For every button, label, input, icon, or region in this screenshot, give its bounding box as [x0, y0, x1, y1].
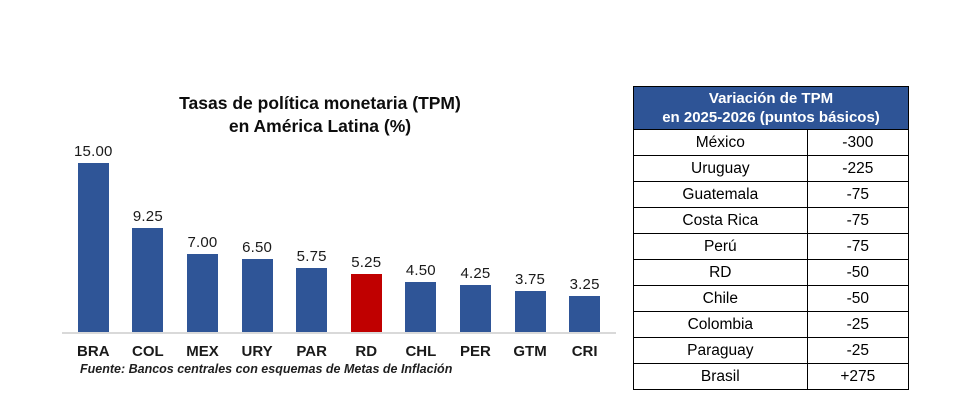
chart-title: Tasas de política monetaria (TPM) en Amé… [40, 92, 600, 138]
bar-mex [186, 253, 218, 333]
table-row: RD -50 [633, 259, 910, 286]
table-row: Guatemala -75 [633, 181, 910, 208]
bar-gtm [514, 290, 546, 333]
category-label-gtm: GTM [513, 343, 547, 360]
table-row: México -300 [633, 129, 910, 156]
bar-value-label: 6.50 [242, 239, 273, 257]
table-header-row: Variación de TPM en 2025-2026 (puntos bá… [633, 86, 909, 130]
bar-value-label: 3.75 [515, 270, 546, 288]
bar-value-label: 9.25 [132, 208, 163, 226]
country-cell: Perú [633, 233, 808, 260]
country-cell: RD [633, 259, 808, 286]
bar-column-bra: 15.00 [66, 138, 121, 333]
x-axis-line [62, 332, 616, 334]
value-cell: -25 [806, 311, 910, 338]
value-cell: -225 [806, 155, 910, 182]
bar-column-per: 4.25 [448, 138, 503, 333]
value-cell: -75 [806, 233, 910, 260]
bar-column-col: 9.25 [121, 138, 176, 333]
bar-column-par: 5.75 [284, 138, 339, 333]
bar-ury [241, 259, 273, 333]
value-cell: -50 [806, 285, 910, 312]
table-row: Colombia -25 [633, 311, 910, 338]
variation-table: Variación de TPM en 2025-2026 (puntos bá… [633, 86, 910, 390]
bar-column-rd: 5.25 [339, 138, 394, 333]
country-cell: Costa Rica [633, 207, 808, 234]
table-row: Brasil +275 [633, 363, 910, 390]
bar-per [459, 284, 491, 333]
country-cell: México [633, 129, 808, 156]
category-label-chl: CHL [405, 343, 437, 360]
bar-value-label: 5.75 [296, 247, 327, 265]
value-cell: -75 [806, 181, 910, 208]
country-cell: Guatemala [633, 181, 808, 208]
bar-column-ury: 6.50 [230, 138, 285, 333]
country-cell: Brasil [633, 363, 808, 390]
table-row: Costa Rica -75 [633, 207, 910, 234]
bar-value-label: 7.00 [187, 233, 218, 251]
category-label-cri: CRI [571, 343, 598, 360]
bar-column-gtm: 3.75 [503, 138, 558, 333]
category-label-mex: MEX [186, 343, 219, 360]
table-header-line1: Variación de TPM [708, 89, 834, 107]
bar-rd [350, 273, 382, 333]
variation-table-body: México -300 Uruguay -225 Guatemala -75 Costa R… [633, 129, 910, 390]
table-row: Uruguay -225 [633, 155, 910, 182]
category-row: BRA COL MEX URY PAR RD CHL PER GTM CRI [66, 343, 612, 360]
category-label-col: COL [132, 343, 164, 360]
bar-par [296, 267, 328, 333]
category-label-rd: RD [355, 343, 378, 360]
table-header-line2: en 2025-2026 (puntos básicos) [662, 109, 880, 126]
country-cell: Colombia [633, 311, 808, 338]
table-row: Paraguay -25 [633, 337, 910, 364]
chart-title-line2: en América Latina (%) [228, 116, 412, 137]
chart-plot: 15.00 9.25 7.00 6.50 5.75 5.25 4.50 4.25 3.75 3.2… [66, 138, 612, 333]
value-cell: +275 [806, 363, 910, 390]
table-row: Chile -50 [633, 285, 910, 312]
bar-column-cri: 3.25 [557, 138, 612, 333]
bar-column-chl: 4.50 [394, 138, 449, 333]
bar-col [132, 228, 164, 333]
value-cell: -50 [806, 259, 910, 286]
country-cell: Paraguay [633, 337, 808, 364]
chart-title-line1: Tasas de política monetaria (TPM) [179, 93, 461, 113]
country-cell: Uruguay [633, 155, 808, 182]
source-note: Fuente: Bancos centrales con esquemas de… [80, 362, 453, 376]
bar-value-label: 4.50 [405, 262, 436, 280]
table-row: Perú -75 [633, 233, 910, 260]
value-cell: -75 [806, 207, 910, 234]
bar-column-mex: 7.00 [175, 138, 230, 333]
bar-chl [405, 282, 437, 333]
value-cell: -300 [806, 129, 910, 156]
category-label-ury: URY [241, 343, 273, 360]
category-label-per: PER [460, 343, 491, 360]
table-header-cell: Variación de TPM en 2025-2026 (puntos bá… [633, 86, 909, 130]
bar-value-label: 5.25 [351, 253, 382, 271]
value-cell: -25 [806, 337, 910, 364]
bar-cri [569, 296, 601, 333]
bar-value-label: 3.25 [569, 276, 600, 294]
bar-value-label: 15.00 [74, 143, 113, 161]
category-label-par: PAR [296, 343, 327, 360]
country-cell: Chile [633, 285, 808, 312]
category-label-bra: BRA [77, 343, 110, 360]
bar-value-label: 4.25 [460, 264, 491, 282]
bar-bra [77, 163, 109, 333]
